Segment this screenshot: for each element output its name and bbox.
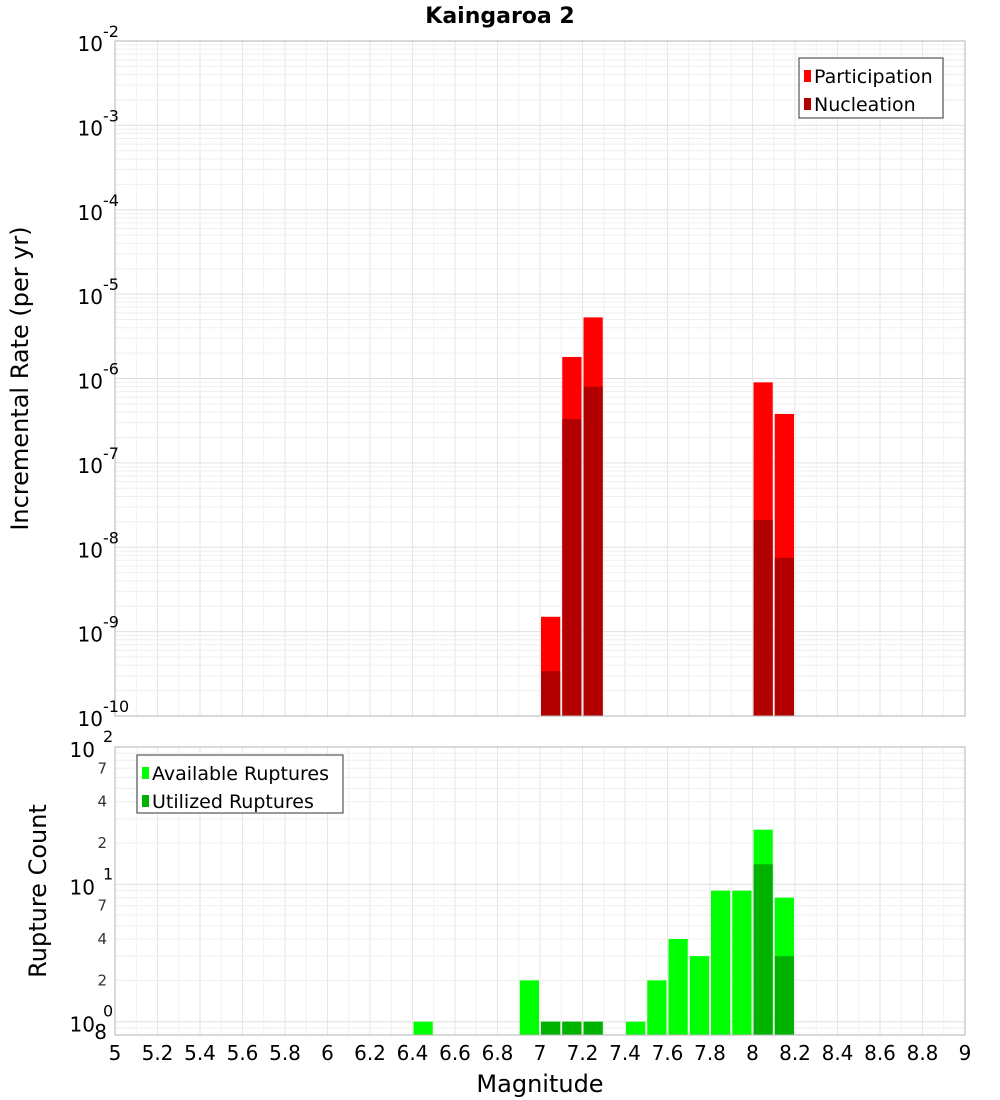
- x-tick-label: 8.6: [864, 1041, 896, 1065]
- y-tick-exponent: 0: [103, 1002, 113, 1021]
- y-tick-exponent: -2: [103, 22, 119, 41]
- legend-box: [798, 57, 944, 119]
- y-tick-label: 10: [78, 707, 103, 731]
- x-tick-label: 7.6: [652, 1041, 684, 1065]
- bar-available-ruptures: [413, 1021, 433, 1035]
- x-tick-label: 5: [109, 1041, 122, 1065]
- bar-available-ruptures: [519, 980, 539, 1035]
- bar-available-ruptures: [732, 890, 752, 1035]
- y-tick-exponent: 1: [103, 864, 113, 883]
- y-minor-tick-label: 7: [97, 897, 107, 915]
- x-tick-label: 9: [959, 1041, 972, 1065]
- counts-panel: Rupture Count Available Ruptures Utilized …: [24, 727, 971, 1098]
- bar-utilized-ruptures: [753, 864, 773, 1035]
- y-minor-tick-label: 4: [97, 793, 107, 811]
- legend-swatch: [804, 98, 811, 110]
- bar-utilized-ruptures: [774, 956, 794, 1035]
- y-tick-label: 10: [78, 370, 103, 394]
- y-tick-exponent: -4: [103, 191, 119, 210]
- y-tick-exponent: 2: [103, 727, 113, 746]
- y-tick-label: 10: [78, 538, 103, 562]
- y-minor-tick-label: 2: [97, 834, 107, 852]
- legend-label: Utilized Ruptures: [152, 791, 314, 813]
- bar-available-ruptures: [711, 890, 731, 1035]
- y-tick-label: 10: [78, 201, 103, 225]
- bar-available-ruptures: [668, 939, 688, 1035]
- x-tick-label: 7.2: [567, 1041, 599, 1065]
- y-tick-label: 10: [78, 32, 103, 56]
- x-tick-label: 8.4: [822, 1041, 854, 1065]
- y-tick-label: 10: [70, 875, 95, 899]
- y-minor-tick-label: 2: [97, 971, 107, 989]
- x-tick-label: 8.8: [907, 1041, 939, 1065]
- bar-nucleation: [583, 386, 603, 716]
- y-axis-label: Rupture Count: [24, 804, 52, 978]
- bar-utilized-ruptures: [562, 1021, 582, 1035]
- y-tick-label: 10: [70, 1013, 95, 1037]
- legend-swatch: [142, 767, 149, 779]
- y-tick-exponent: -6: [103, 360, 119, 379]
- bar-utilized-ruptures: [541, 1021, 561, 1035]
- legend-label: Nucleation: [814, 94, 916, 116]
- y-tick-label: 10: [78, 623, 103, 647]
- legend-label: Available Ruptures: [152, 763, 329, 785]
- bar-nucleation: [541, 671, 561, 716]
- y-minor-tick-label: 4: [97, 930, 107, 948]
- x-tick-label: 8: [746, 1041, 759, 1065]
- legend-swatch: [804, 70, 811, 82]
- y-tick-label: 10: [70, 738, 95, 762]
- bar-nucleation: [774, 557, 794, 716]
- legend-swatch: [142, 795, 149, 807]
- rates-panel: Incremental Rate (per yr) Participation Nu…: [6, 22, 966, 731]
- x-tick-label: 6.4: [397, 1041, 429, 1065]
- x-tick-label: 6.6: [439, 1041, 471, 1065]
- x-tick-label: 5.8: [269, 1041, 301, 1065]
- y-minor-tick-label: 8: [94, 1020, 107, 1044]
- x-axis-label: Magnitude: [476, 1070, 603, 1098]
- y-axis-label: Incremental Rate (per yr): [6, 226, 34, 530]
- plot-border: [114, 40, 966, 717]
- chart-title: Kaingaroa 2: [425, 4, 574, 29]
- y-tick-exponent: -3: [103, 106, 119, 125]
- y-tick-exponent: -7: [103, 444, 119, 463]
- x-tick-label: 7: [534, 1041, 547, 1065]
- x-tick-label: 5.6: [227, 1041, 259, 1065]
- y-tick-exponent: -9: [103, 613, 119, 632]
- y-tick-label: 10: [78, 116, 103, 140]
- x-tick-label: 6.2: [354, 1041, 386, 1065]
- x-tick-label: 6: [321, 1041, 334, 1065]
- bar-nucleation: [562, 419, 582, 716]
- y-tick-exponent: -5: [103, 275, 119, 294]
- bar-available-ruptures: [689, 956, 709, 1035]
- x-tick-label: 5.4: [184, 1041, 216, 1065]
- legend-box: [136, 754, 344, 814]
- bar-available-ruptures: [626, 1021, 646, 1035]
- y-tick-label: 10: [78, 454, 103, 478]
- bar-utilized-ruptures: [583, 1021, 603, 1035]
- bar-available-ruptures: [647, 980, 667, 1035]
- plot-border: [114, 746, 966, 1036]
- y-tick-exponent: -10: [103, 697, 129, 716]
- legend-label: Participation: [814, 66, 933, 88]
- x-tick-label: 7.8: [694, 1041, 726, 1065]
- bar-nucleation: [753, 520, 773, 716]
- y-tick-label: 10: [78, 285, 103, 309]
- y-tick-exponent: -8: [103, 528, 119, 547]
- x-tick-label: 8.2: [779, 1041, 811, 1065]
- y-minor-tick-label: 7: [97, 759, 107, 777]
- x-tick-label: 7.4: [609, 1041, 641, 1065]
- x-tick-label: 6.8: [482, 1041, 514, 1065]
- x-tick-label: 5.2: [142, 1041, 174, 1065]
